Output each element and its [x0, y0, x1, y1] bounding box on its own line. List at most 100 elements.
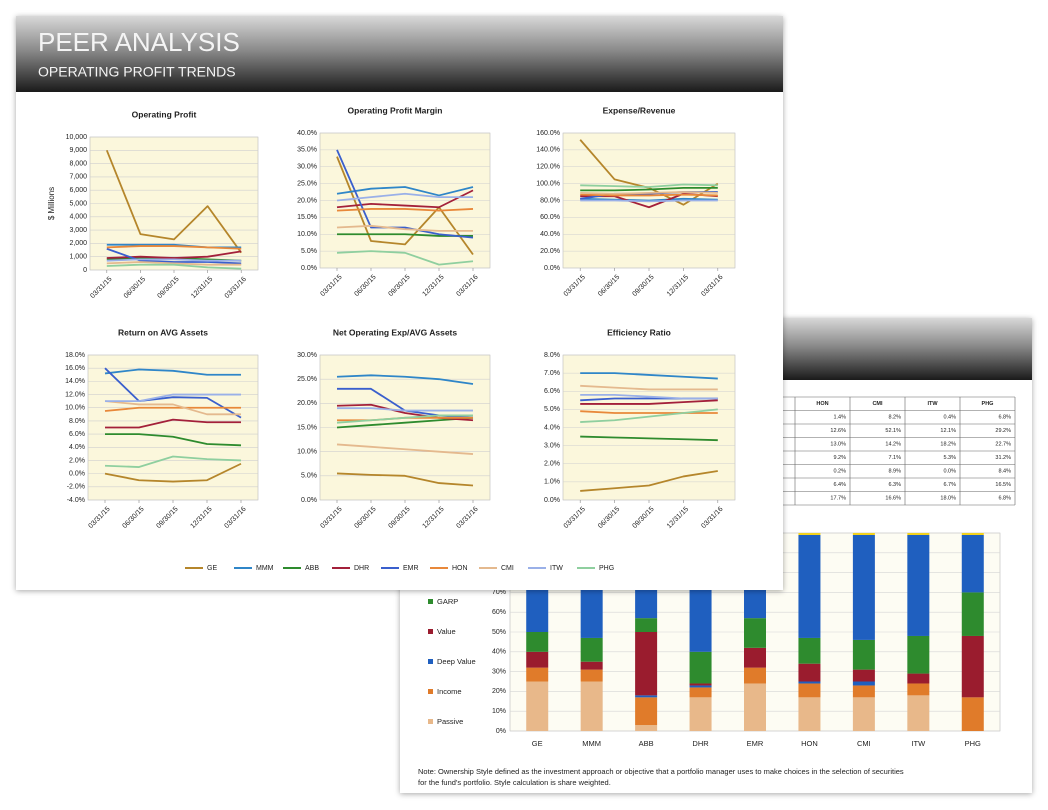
table-cell: 6.3%: [888, 482, 901, 488]
table-cell: 29.2%: [995, 428, 1011, 434]
legend-swatch: [428, 629, 433, 634]
bar-segment: [961, 635, 984, 698]
y-tick-label: 2,000: [69, 240, 87, 247]
bar-segment: [635, 725, 658, 731]
y-tick-label: 5.0%: [301, 248, 317, 255]
series-line: [104, 462, 242, 483]
legend-swatch: [428, 689, 433, 694]
y-tick-label: 10%: [492, 708, 506, 715]
bar-segment: [744, 683, 766, 731]
bar-segment: [852, 685, 875, 698]
x-tick-label: PHG: [965, 739, 981, 748]
y-tick-label: 70%: [492, 589, 506, 596]
series-line: [105, 393, 241, 403]
y-tick-label: 30.0%: [297, 164, 317, 171]
chart: Net Operating Exp/AVG Assets 0.0% 5.0% 10.0…: [297, 327, 491, 530]
legend-swatch: [428, 599, 433, 604]
series-line: [336, 250, 474, 266]
bar-segment: [852, 681, 875, 686]
chart-title: Operating Profit Margin: [348, 105, 443, 115]
series-line: [336, 224, 473, 232]
series-line: [580, 372, 718, 380]
series-line: [336, 208, 474, 212]
y-tick-label: 0.0%: [301, 265, 317, 272]
table-cell: 0.0%: [943, 469, 956, 475]
y-tick-label: 14.0%: [65, 378, 85, 385]
bar-segment: [580, 637, 603, 662]
bar-segment: [907, 695, 930, 731]
series-line: [580, 435, 718, 442]
bar-segment: [961, 534, 984, 593]
y-tick-label: 6,000: [69, 187, 87, 194]
bar-segment: [526, 681, 549, 731]
table-header: CMI: [872, 401, 883, 407]
bar-segment: [852, 534, 875, 640]
y-tick-label: 40.0%: [297, 130, 317, 137]
chart-title: Net Operating Exp/AVG Assets: [333, 327, 457, 337]
front-slide-header: [16, 16, 783, 92]
y-tick-label: 5.0%: [301, 473, 317, 480]
bar-segment: [526, 667, 549, 682]
y-tick-label: 100.0%: [536, 180, 560, 187]
table-cell: 0.4%: [943, 415, 956, 421]
y-tick-label: 8.0%: [69, 418, 85, 425]
legend-label: GE: [207, 565, 217, 572]
series-line: [580, 399, 718, 405]
bar-segment: [689, 651, 712, 684]
y-tick-label: 6.0%: [69, 431, 85, 438]
x-tick-label: ABB: [639, 739, 654, 748]
series-line: [105, 418, 241, 429]
y-tick-label: 30.0%: [297, 352, 317, 359]
series-line: [580, 193, 718, 197]
y-tick-label: 160.0%: [536, 130, 560, 137]
y-tick-label: 0.0%: [544, 497, 560, 504]
y-tick-label: 18.0%: [65, 352, 85, 359]
front-slide-bg: [16, 16, 783, 590]
legend-swatch: [428, 719, 433, 724]
series-line: [336, 443, 474, 455]
y-tick-label: 20%: [492, 688, 506, 695]
series-line: [580, 393, 718, 400]
y-tick-label: 1.0%: [544, 479, 560, 486]
bar-segment: [580, 681, 603, 731]
table-cell: 5.3%: [943, 455, 956, 461]
y-tick-label: 140.0%: [536, 147, 560, 154]
y-tick-label: 3,000: [69, 227, 87, 234]
y-tick-label: 5,000: [69, 200, 87, 207]
bar-segment: [907, 533, 930, 535]
table-cell: 31.2%: [995, 455, 1011, 461]
y-tick-label: 10,000: [66, 134, 88, 141]
header-subtitle: OPERATING PROFIT TRENDS: [38, 64, 236, 80]
header-title: PEER ANALYSIS: [38, 27, 240, 57]
table-cell: 8.9%: [888, 469, 901, 475]
series-line: [580, 470, 718, 492]
y-tick-label: 40%: [492, 649, 506, 656]
y-tick-label: 20.0%: [297, 197, 317, 204]
x-tick-label: DHR: [692, 739, 709, 748]
table-cell: 8.2%: [888, 415, 901, 421]
legend-label: Deep Value: [437, 657, 476, 666]
y-tick-label: 4,000: [69, 214, 87, 221]
y-tick-label: 4.0%: [69, 444, 85, 451]
y-tick-label: 8,000: [69, 160, 87, 167]
table-cell: 1.4%: [833, 415, 846, 421]
y-tick-label: 4.0%: [544, 424, 560, 431]
series-line: [104, 406, 241, 412]
series-line: [106, 261, 242, 266]
y-tick-label: 16.0%: [65, 365, 85, 372]
x-tick-label: CMI: [857, 739, 871, 748]
table-cell: 6.8%: [998, 415, 1011, 421]
bar-segment: [689, 697, 712, 731]
bar-segment: [689, 687, 712, 698]
y-tick-label: 25.0%: [297, 376, 317, 383]
y-tick-label: 10.0%: [297, 449, 317, 456]
y-tick-label: 7,000: [69, 174, 87, 181]
legend-label: PHG: [599, 565, 614, 572]
y-tick-label: 120.0%: [536, 164, 560, 171]
y-tick-label: 5.0%: [544, 406, 560, 413]
legend-label: ABB: [305, 565, 319, 572]
chart: Efficiency Ratio 0.0% 1.0% 2.0% 3.0% 4.0% 5.0%…: [544, 327, 736, 530]
bar-segment: [798, 681, 821, 684]
y-tick-label: 0.0%: [69, 470, 85, 477]
